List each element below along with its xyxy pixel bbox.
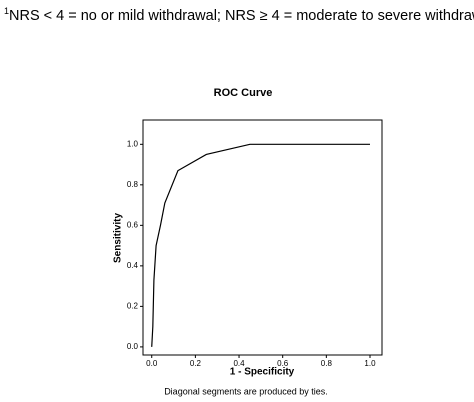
y-tick-label: 0.2 bbox=[127, 301, 139, 310]
x-tick-label: 0.6 bbox=[277, 359, 289, 368]
y-tick-label: 0.0 bbox=[127, 342, 139, 351]
y-tick-label: 1.0 bbox=[127, 139, 139, 148]
caption: Diagonal segments are produced by ties. bbox=[164, 386, 328, 396]
y-tick-label: 0.8 bbox=[127, 180, 139, 189]
footnote-text: NRS < 4 = no or mild withdrawal; NRS ≥ 4… bbox=[9, 7, 474, 24]
x-tick-label: 0.2 bbox=[190, 359, 202, 368]
roc-line bbox=[151, 143, 370, 347]
y-tick-label: 0.6 bbox=[127, 220, 139, 229]
footnote-marker: 1 bbox=[4, 6, 10, 16]
footnote: 1NRS < 4 = no or mild withdrawal; NRS ≥ … bbox=[4, 6, 474, 24]
chart-title: ROC Curve bbox=[214, 87, 273, 99]
x-axis-label: 1 - Specificity bbox=[230, 367, 295, 378]
x-tick-label: 0.0 bbox=[146, 359, 158, 368]
y-tick-label: 0.4 bbox=[127, 261, 139, 270]
plot-frame bbox=[142, 119, 383, 356]
y-axis-label: Sensitivity bbox=[113, 213, 124, 263]
x-tick-label: 0.4 bbox=[233, 359, 245, 368]
x-tick-label: 0.8 bbox=[321, 359, 333, 368]
x-tick-label: 1.0 bbox=[364, 359, 376, 368]
